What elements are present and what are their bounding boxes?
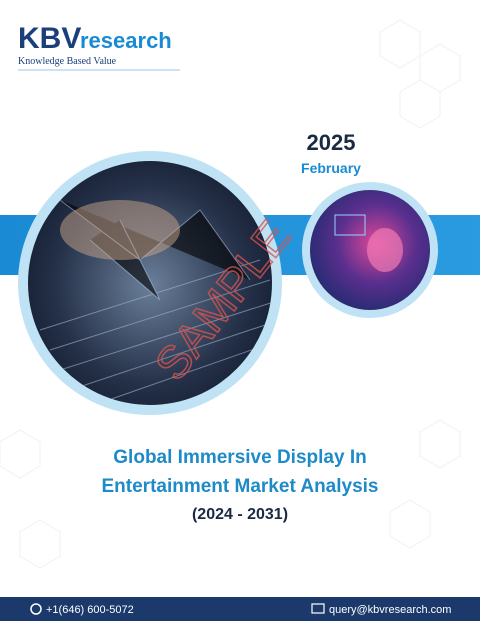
title-period: (2024 - 2031) — [192, 506, 288, 523]
hex-pattern — [0, 19, 461, 569]
logo-suffix: research — [80, 28, 172, 53]
title-line-2: Entertainment Market Analysis — [102, 476, 379, 497]
report-year: 2025 — [307, 130, 356, 155]
phone-icon — [30, 603, 42, 615]
report-month: February — [301, 160, 361, 176]
footer-phone: +1(646) 600-5072 — [46, 604, 134, 616]
footer-email: query@kbvresearch.com — [329, 604, 451, 616]
logo-tagline: Knowledge Based Value — [18, 56, 117, 67]
footer-bar — [0, 597, 480, 621]
keyboard-image — [28, 161, 272, 405]
title-line-1: Global Immersive Display In — [113, 447, 366, 468]
vr-image — [310, 190, 430, 310]
logo-prefix: KBV — [18, 22, 81, 55]
email-icon — [311, 603, 325, 614]
